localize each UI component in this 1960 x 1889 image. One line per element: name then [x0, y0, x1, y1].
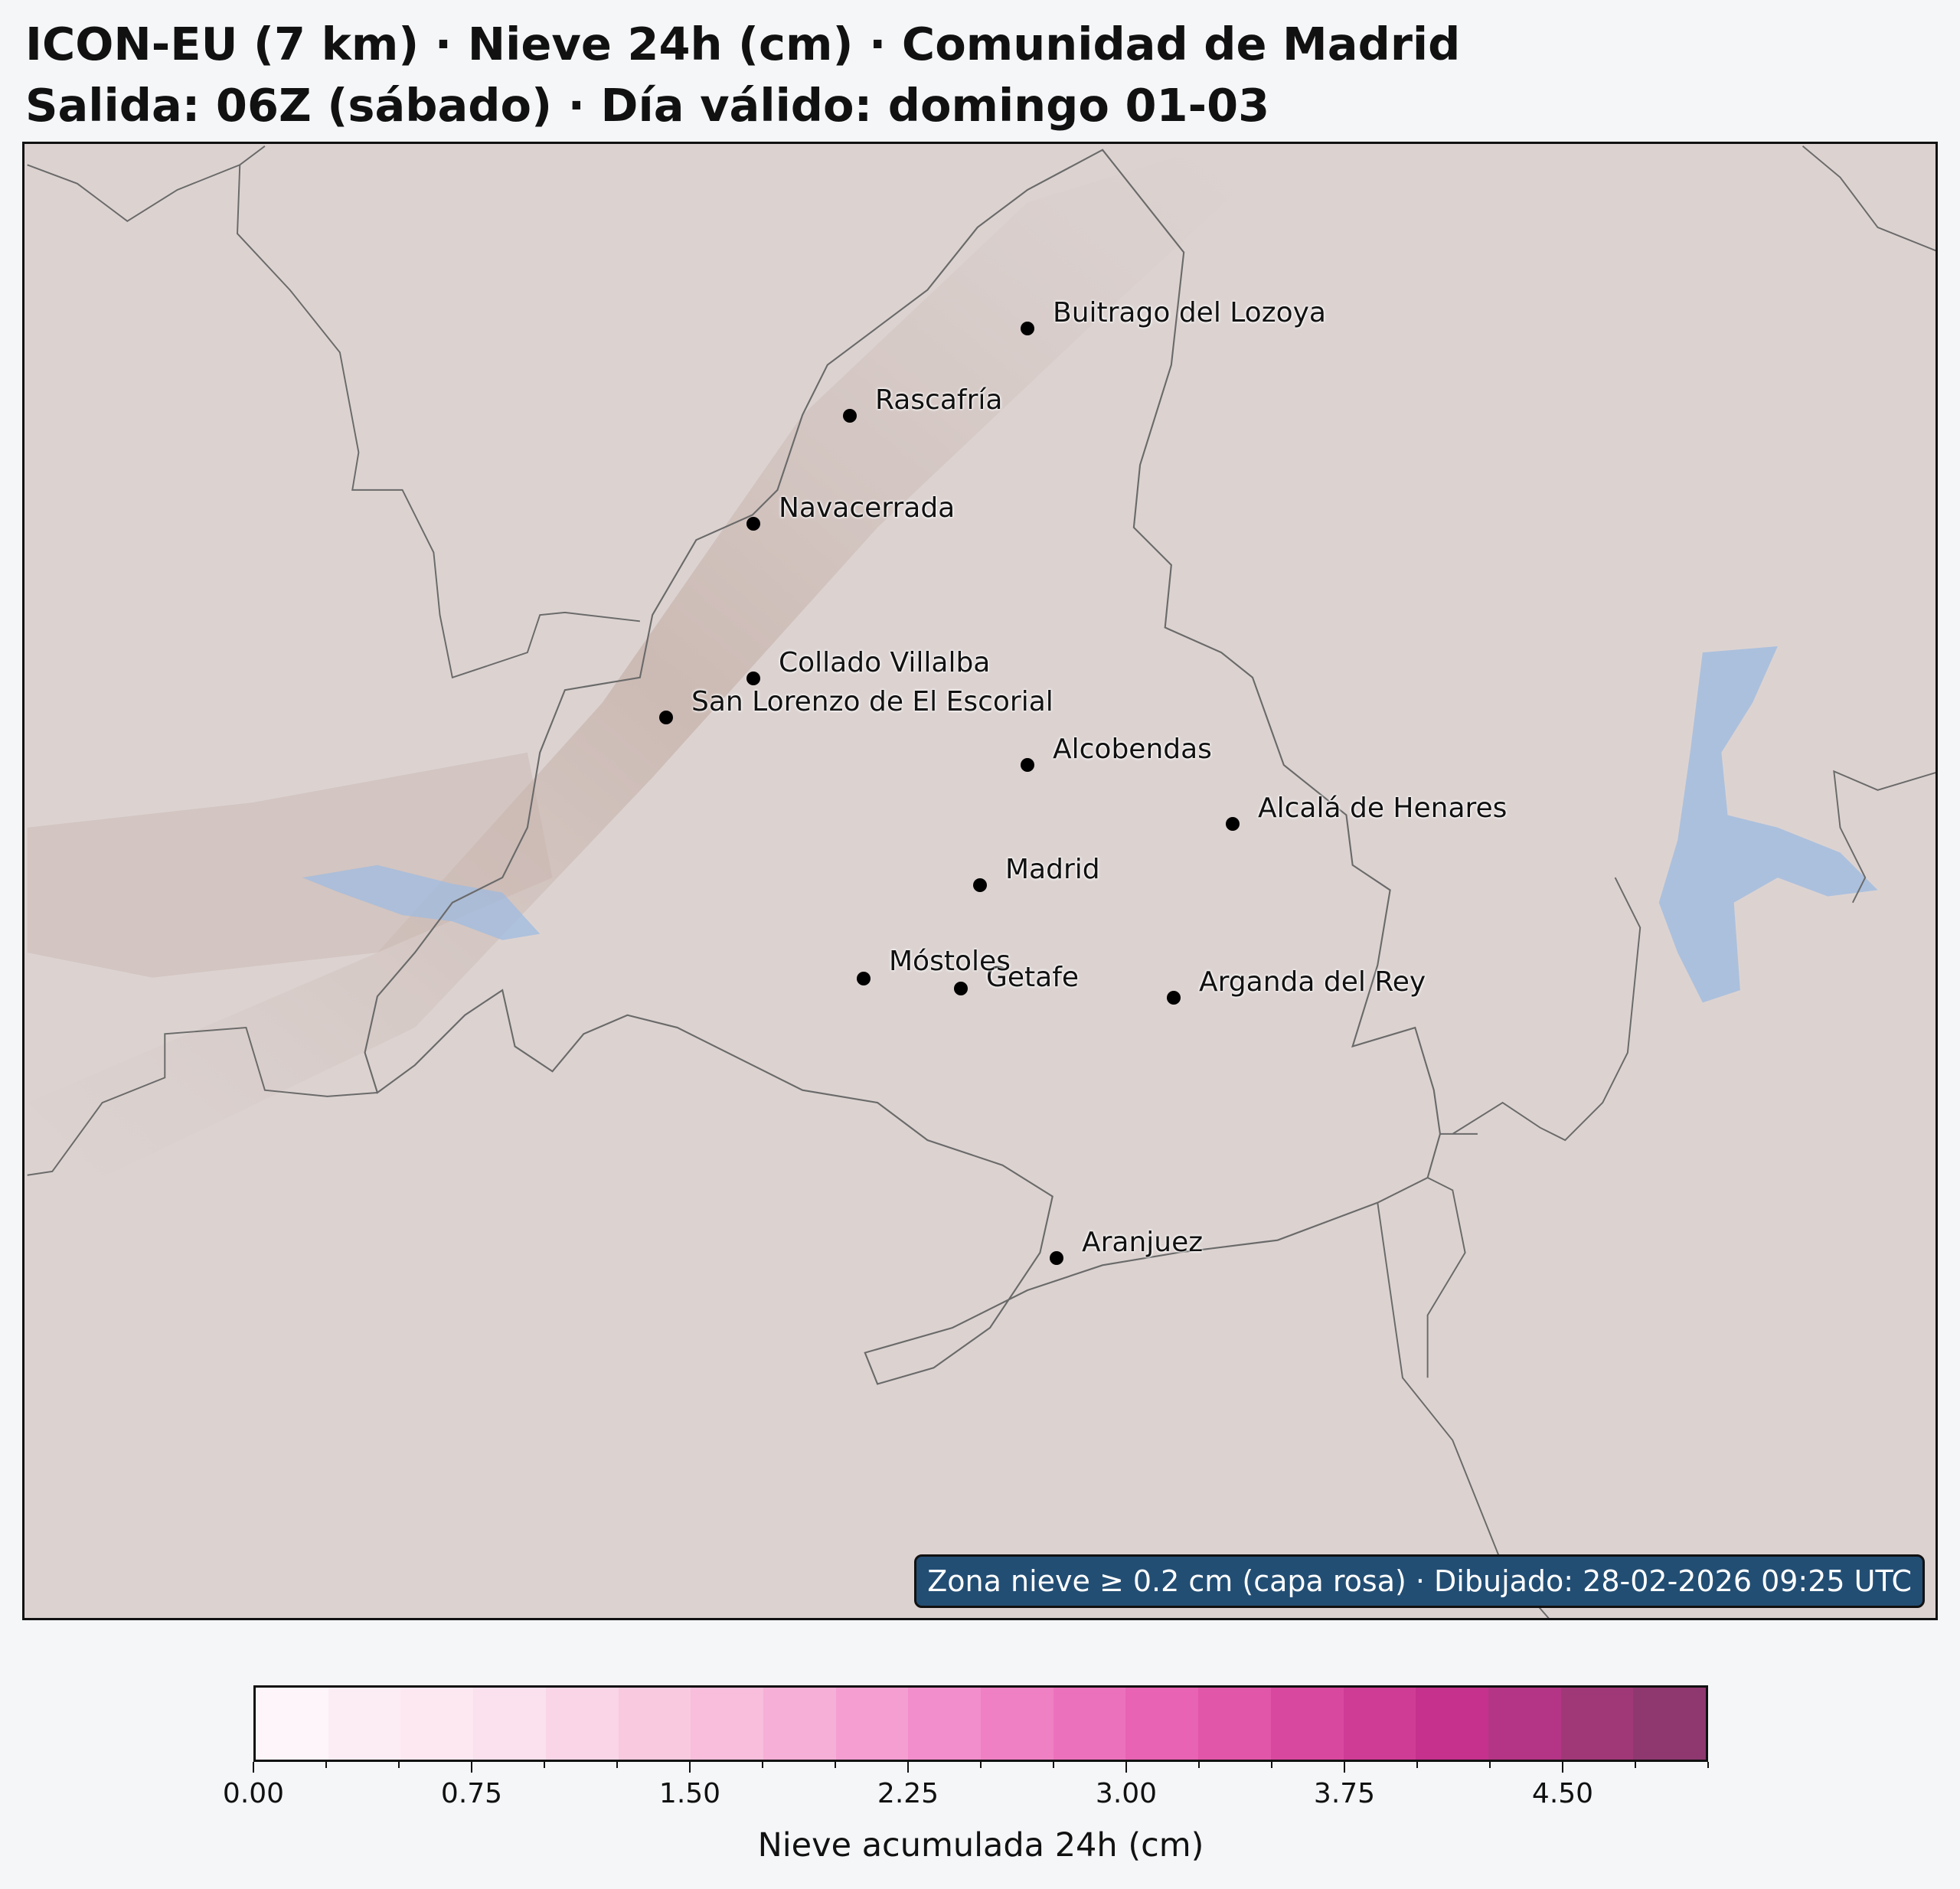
- city-label: Buitrago del Lozoya: [1053, 297, 1326, 328]
- colorbar: [253, 1685, 1708, 1762]
- city-label: San Lorenzo de El Escorial: [691, 686, 1054, 717]
- city-label: Móstoles: [889, 946, 1011, 977]
- city-label: Collado Villalba: [779, 647, 991, 678]
- colorbar-tick-label: 2.25: [877, 1778, 939, 1809]
- colorbar-minor-tick: [1707, 1762, 1709, 1768]
- colorbar-bin: [981, 1688, 1054, 1760]
- city-marker[interactable]: [973, 878, 987, 892]
- sierra-ridge: [27, 152, 1253, 1178]
- city-marker[interactable]: [659, 711, 673, 724]
- colorbar-tick-label: 3.00: [1095, 1778, 1158, 1809]
- colorbar-minor-tick: [398, 1762, 400, 1768]
- map-panel[interactable]: Buitrago del Lozoya Rascafría Navacerrad…: [22, 142, 1938, 1620]
- city-marker[interactable]: [1050, 1251, 1063, 1265]
- colorbar-bin: [545, 1688, 619, 1760]
- colorbar-major-tick: [1125, 1762, 1127, 1773]
- colorbar-minor-tick: [1271, 1762, 1272, 1768]
- city-marker[interactable]: [954, 982, 968, 995]
- colorbar-minor-tick: [1416, 1762, 1418, 1768]
- colorbar-tick-label: 4.50: [1531, 1778, 1594, 1809]
- colorbar-bin: [835, 1688, 909, 1760]
- colorbar-bin: [908, 1688, 982, 1760]
- colorbar-minor-tick: [762, 1762, 763, 1768]
- colorbar-bin: [1125, 1688, 1199, 1760]
- city-marker[interactable]: [746, 517, 760, 531]
- city-label: Aranjuez: [1082, 1227, 1204, 1258]
- city-label: Madrid: [1005, 854, 1100, 885]
- city-label: Getafe: [986, 962, 1080, 993]
- colorbar-bin: [328, 1688, 401, 1760]
- colorbar-label: Nieve acumulada 24h (cm): [757, 1826, 1204, 1864]
- province-border-west: [27, 1027, 377, 1176]
- city-label: Alcalá de Henares: [1258, 793, 1508, 824]
- colorbar-bin: [1488, 1688, 1561, 1760]
- colorbar-tick-label: 0.75: [440, 1778, 503, 1809]
- colorbar-bin: [691, 1688, 763, 1760]
- colorbar-minor-tick: [1489, 1762, 1491, 1768]
- city-marker[interactable]: [1167, 991, 1181, 1005]
- colorbar-tick-label: 1.50: [658, 1778, 721, 1809]
- colorbar-minor-tick: [1635, 1762, 1636, 1768]
- city-label: Navacerrada: [779, 492, 956, 524]
- colorbar-bin: [1343, 1688, 1416, 1760]
- city-label: Arganda del Rey: [1199, 966, 1426, 998]
- city-marker[interactable]: [857, 972, 871, 985]
- city-label: Alcobendas: [1053, 734, 1212, 765]
- colorbar-minor-tick: [1053, 1762, 1054, 1768]
- colorbar-minor-tick: [1198, 1762, 1200, 1768]
- chart-subtitle: Salida: 06Z (sábado) · Día válido: domin…: [25, 79, 1270, 132]
- region-border: [364, 149, 1442, 1385]
- province-border-north: [27, 145, 1936, 1618]
- ridge-west: [27, 752, 553, 978]
- reservoir-east: [1658, 645, 1878, 1003]
- colorbar-bin: [618, 1688, 691, 1760]
- colorbar-bin: [763, 1688, 836, 1760]
- colorbar-bin: [1416, 1688, 1488, 1760]
- colorbar-bin: [1053, 1688, 1126, 1760]
- city-marker[interactable]: [843, 409, 857, 423]
- colorbar-bin: [1633, 1688, 1707, 1760]
- terrain-layer: [24, 144, 1936, 1618]
- colorbar-minor-tick: [980, 1762, 982, 1768]
- colorbar-major-tick: [689, 1762, 691, 1773]
- colorbar-bin: [400, 1688, 474, 1760]
- city-label: Rascafría: [875, 384, 1003, 416]
- colorbar-major-tick: [471, 1762, 472, 1773]
- colorbar-minor-tick: [325, 1762, 327, 1768]
- colorbar-tick-label: 0.00: [222, 1778, 285, 1809]
- city-marker[interactable]: [1021, 758, 1034, 772]
- reservoir-west: [302, 864, 541, 940]
- city-marker[interactable]: [746, 672, 760, 685]
- colorbar-bin: [256, 1688, 328, 1760]
- colorbar-minor-tick: [616, 1762, 618, 1768]
- colorbar-major-tick: [1562, 1762, 1563, 1773]
- colorbar-minor-tick: [835, 1762, 836, 1768]
- chart-title: ICON-EU (7 km) · Nieve 24h (cm) · Comuni…: [25, 18, 1461, 70]
- city-marker[interactable]: [1226, 817, 1240, 831]
- city-marker[interactable]: [1021, 322, 1034, 335]
- colorbar-minor-tick: [544, 1762, 545, 1768]
- colorbar-tick-label: 3.75: [1313, 1778, 1376, 1809]
- colorbar-bin: [1270, 1688, 1344, 1760]
- colorbar-major-tick: [907, 1762, 909, 1773]
- info-note: Zona nieve ≥ 0.2 cm (capa rosa) · Dibuja…: [914, 1554, 1925, 1608]
- colorbar-major-tick: [1344, 1762, 1345, 1773]
- colorbar-major-tick: [253, 1762, 254, 1773]
- colorbar-bin: [1198, 1688, 1271, 1760]
- colorbar-bin: [473, 1688, 546, 1760]
- colorbar-bin: [1560, 1688, 1634, 1760]
